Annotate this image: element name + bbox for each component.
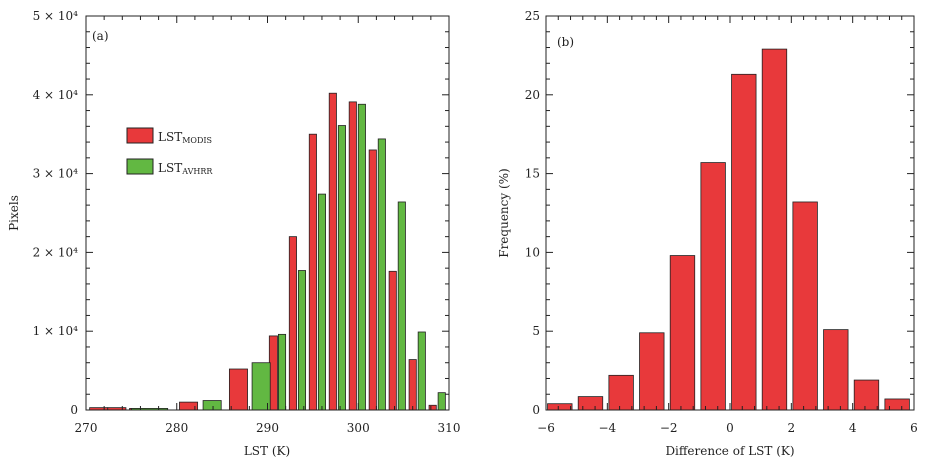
panel-a-bar-s0-10: [368, 149, 377, 411]
panel-b-bar-s0-8: [792, 201, 818, 411]
panel-b-x-tick-label-4: 2: [788, 421, 796, 435]
panel-b-ticks: −6 −4 −2 0 2 4 6 0 5 10 15 20 25: [525, 9, 918, 435]
panel-a-bar-s1-7: [357, 103, 366, 411]
panel-a-bar-s1-6: [337, 125, 346, 411]
legend-label-avhrr-base: LST: [158, 161, 182, 175]
legend-label-modis-base: LST: [158, 130, 182, 144]
panel-b-bar-s0-2: [608, 374, 634, 411]
panel-a-x-axis-title: LST (K): [244, 444, 290, 458]
panel-a-bar-s1-1: [202, 400, 222, 411]
panel-a-bar-s0-9: [348, 101, 357, 411]
panel-b-x-tick-label-1: −4: [598, 421, 616, 435]
panel-a-x-tick-label-2: 290: [256, 421, 279, 435]
panel-a-ticks: 270 280 290 300 310 0 1 × 10⁴ 2 × 10⁴ 3 × 10⁴ 4 ×…: [33, 9, 461, 435]
panel-a: 270 280 290 300 310 0 1 × 10⁴ 2 × 10⁴ 3 × 10⁴ 4 ×…: [7, 9, 460, 458]
panel-b-x-tick-label-3: 0: [726, 421, 734, 435]
panel-b-bar-s0-9: [823, 329, 849, 411]
panel-a-bar-s1-11: [437, 392, 446, 411]
panel-a-y-axis-title: Pixels: [7, 195, 21, 231]
panel-a-bar-s0-4: [228, 368, 248, 411]
panel-b-bar-s0-0: [547, 403, 573, 411]
panel-a-bar-s0-12: [408, 359, 417, 411]
panel-b-y-tick-label-0: 0: [532, 403, 540, 417]
legend-label-modis: LSTMODIS: [158, 130, 212, 145]
panel-a-bar-s1-5: [317, 193, 326, 411]
panel-b-bar-s0-3: [639, 332, 665, 411]
legend-swatch-avhrr: [126, 158, 154, 175]
panel-a-x-tick-label-4: 310: [438, 421, 461, 435]
panel-b-y-axis-title: Frequency (%): [497, 168, 511, 257]
panel-a-bar-s0-11: [388, 270, 397, 411]
panel-a-bar-s1-9: [397, 201, 406, 411]
panel-b-bar-s0-1: [577, 396, 604, 411]
panel-a-label: (a): [92, 29, 109, 43]
panel-a-x-tick-label-0: 270: [75, 421, 98, 435]
panel-a-y-tick-label-2: 2 × 10⁴: [33, 245, 79, 259]
legend-label-modis-sub: MODIS: [182, 136, 212, 145]
legend-label-avhrr: LSTAVHRR: [158, 161, 213, 176]
panel-a-bar-s0-8: [328, 92, 337, 411]
panel-b-bar-s0-7: [761, 48, 788, 411]
panel-b-y-tick-label-1: 5: [532, 324, 540, 338]
panel-b-label: (b): [557, 35, 574, 49]
panel-a-bar-s1-2: [251, 362, 271, 411]
panel-b-bar-s0-11: [884, 398, 910, 411]
panel-a-bars: [89, 92, 446, 411]
panel-a-legend: LSTMODIS LSTAVHRR: [126, 127, 213, 176]
panel-a-y-tick-label-3: 3 × 10⁴: [33, 167, 79, 181]
panel-a-y-tick-label-0: 0: [70, 403, 78, 417]
panel-a-bar-s0-6: [288, 236, 297, 411]
legend-label-avhrr-sub: AVHRR: [181, 167, 213, 176]
panel-b-x-tick-label-5: 4: [849, 421, 857, 435]
panel-a-y-tick-label-5: 5 × 10⁴: [33, 9, 79, 23]
panel-a-bar-s0-7: [308, 133, 317, 411]
panel-b-y-tick-label-2: 10: [525, 245, 540, 259]
panel-b: −6 −4 −2 0 2 4 6 0 5 10 15 20 25 (b) Difference of L…: [497, 9, 918, 458]
panel-b-bar-s0-5: [700, 162, 726, 411]
panel-a-x-tick-label-3: 300: [347, 421, 370, 435]
panel-b-x-tick-label-6: 6: [910, 421, 918, 435]
panel-b-bar-s0-6: [731, 73, 757, 411]
panel-b-x-axis-title: Difference of LST (K): [665, 444, 794, 458]
panel-b-frame: [545, 15, 915, 411]
panel-a-bar-s1-3: [277, 333, 287, 411]
panel-b-y-tick-label-5: 25: [525, 9, 540, 23]
panel-b-y-tick-label-3: 15: [525, 167, 540, 181]
panel-a-y-tick-label-4: 4 × 10⁴: [33, 88, 79, 102]
panel-a-y-tick-label-1: 1 × 10⁴: [33, 324, 79, 338]
panel-b-y-tick-label-4: 20: [525, 88, 540, 102]
panel-a-bar-s1-4: [297, 270, 307, 411]
panel-a-bar-s1-10: [417, 331, 426, 411]
legend-swatch-modis: [126, 127, 154, 144]
panel-a-bar-s0-13: [428, 404, 437, 411]
panel-a-x-tick-label-1: 280: [165, 421, 188, 435]
panel-b-x-tick-label-0: −6: [537, 421, 555, 435]
panel-a-bar-s1-8: [377, 138, 386, 411]
panel-b-bar-s0-4: [669, 255, 696, 411]
panel-b-x-tick-label-2: −2: [660, 421, 678, 435]
panel-b-bar-s0-10: [853, 379, 880, 411]
panel-b-bars: [547, 48, 910, 411]
